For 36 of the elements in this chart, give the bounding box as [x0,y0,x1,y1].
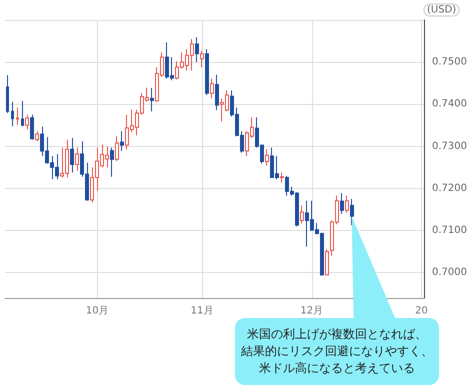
candlestick [200,50,204,68]
candlestick [35,130,39,142]
candlestick [205,48,209,96]
candlestick [150,87,154,112]
candlestick [325,248,329,276]
x-tick-label: 20 [415,306,428,316]
candlestick [110,147,114,178]
candlestick [11,101,14,127]
candlestick [280,172,284,184]
y-tick-label: 0.7100 [432,225,467,236]
y-tick-label: 0.7300 [432,140,467,152]
candlestick [350,198,354,226]
y-tick-label: 0.7000 [432,267,467,278]
x-tick-label: 12月 [300,306,324,316]
candlestick [25,114,29,130]
candlestick [16,107,19,126]
candlestick [75,147,79,172]
candlestick [215,74,219,111]
candlestick [195,36,199,63]
candlestick [70,137,74,173]
y-axis-title: (USD) [427,4,456,16]
candlestick [115,136,119,162]
candlestick [340,192,344,214]
candlestick [21,100,24,127]
candlestick [120,130,124,152]
candlestick [300,204,304,224]
x-tick-label: 11月 [190,306,214,316]
candlestick [265,148,269,166]
y-tick-label: 0.7400 [432,98,467,110]
candlestick [30,114,34,140]
candlestick [6,74,9,114]
x-tick-label: 10月 [86,306,109,316]
y-tick-label: 0.7500 [432,56,467,68]
candlestick [210,78,214,99]
y-tick-label: 0.7200 [432,182,467,194]
candlestick [345,195,349,214]
